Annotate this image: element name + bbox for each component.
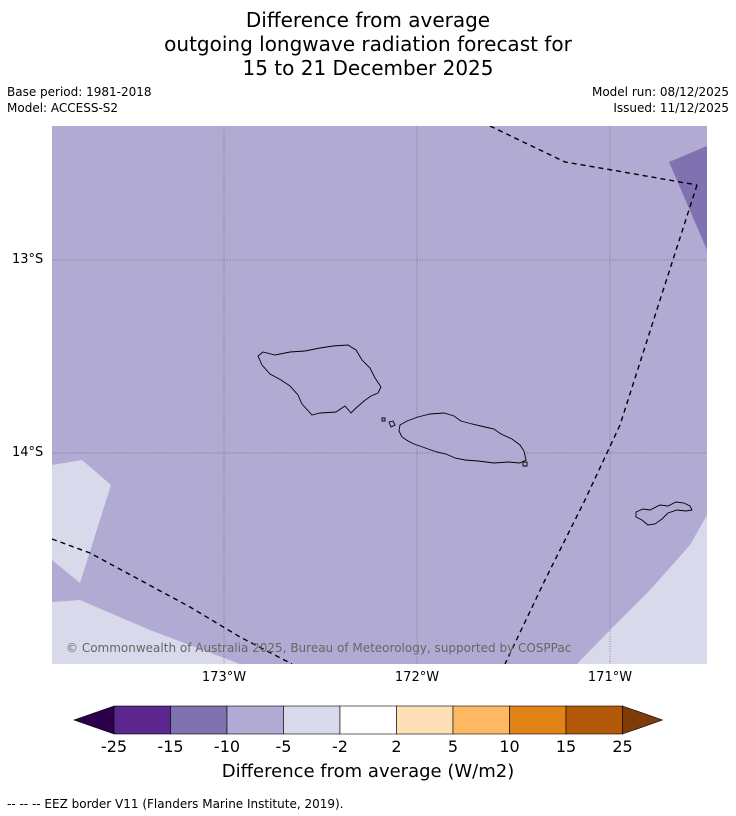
colorbar-segment [283,705,341,735]
lat-label-13s: 13°S [12,252,44,267]
savaii-island-coastline [257,344,382,416]
colorbar-tick-label: -5 [275,737,292,756]
title-line-2: outgoing longwave radiation forecast for [164,32,572,56]
colorbar-over-arrow [622,705,664,735]
colorbar-tick-label: 10 [499,737,520,756]
base-period-text: Base period: 1981-2018 [7,85,152,99]
colorbar [73,705,664,735]
model-run-text: Model run: 08/12/2025 [591,85,729,99]
manono-island-coastline [388,420,396,428]
eez-border-north [489,126,698,186]
issued-text: Issued: 11/12/2025 [613,101,729,115]
colorbar-label: Difference from average (W/m2) [221,761,515,782]
anomaly-region-dark-northeast [669,146,707,250]
colorbar-segment [226,705,284,735]
colorbar-segment [170,705,228,735]
anomaly-region-light-west [52,460,111,583]
eez-border-east [504,184,698,664]
copyright-text: © Commonwealth of Australia 2025, Bureau… [66,641,572,655]
lon-label-172w: 172°W [394,670,440,685]
anomaly-region-light-southwest [52,600,240,664]
apolima-island-coastline [381,417,386,422]
colorbar-under-arrow [73,705,115,735]
tutuila-island-coastline [635,501,693,526]
colorbar-tick-label: -25 [100,737,128,756]
colorbar-tick-label: 5 [447,737,459,756]
chart-title: Difference from average outgoing longwav… [0,8,736,80]
aunuu-island-coastline [522,461,528,467]
colorbar-segment [565,705,623,735]
model-text: Model: ACCESS-S2 [7,101,119,115]
colorbar-tick-label: -10 [213,737,241,756]
colorbar-segment [339,705,397,735]
lat-label-14s: 14°S [12,445,44,460]
colorbar-tick-label: -15 [157,737,184,756]
lon-label-173w: 173°W [201,670,247,685]
meta-left: Base period: 1981-2018 Model: ACCESS-S2 [7,84,152,116]
colorbar-tick-label: -2 [332,737,348,756]
anomaly-region-light-southeast [577,515,707,664]
colorbar-tick-label: 2 [391,737,402,756]
map-panel [52,126,707,664]
title-line-1: Difference from average [245,8,491,32]
lon-label-171w: 171°W [587,670,633,685]
anomaly-base-region [52,126,707,664]
title-line-3: 15 to 21 December 2025 [242,56,494,80]
eez-borders [52,126,698,664]
colorbar-segment [452,705,510,735]
colorbar-segment [113,705,171,735]
upolu-island-coastline [398,412,527,464]
colorbar-segment [396,705,454,735]
colorbar-segment [509,705,567,735]
coastlines [257,344,693,526]
eez-footnote: -- -- -- EEZ border V11 (Flanders Marine… [7,797,344,811]
colorbar-tick-label: 25 [612,737,633,756]
gridlines [52,126,707,664]
meta-right: Model run: 08/12/2025 Issued: 11/12/2025 [592,84,729,116]
colorbar-tick-label: 15 [555,737,577,756]
